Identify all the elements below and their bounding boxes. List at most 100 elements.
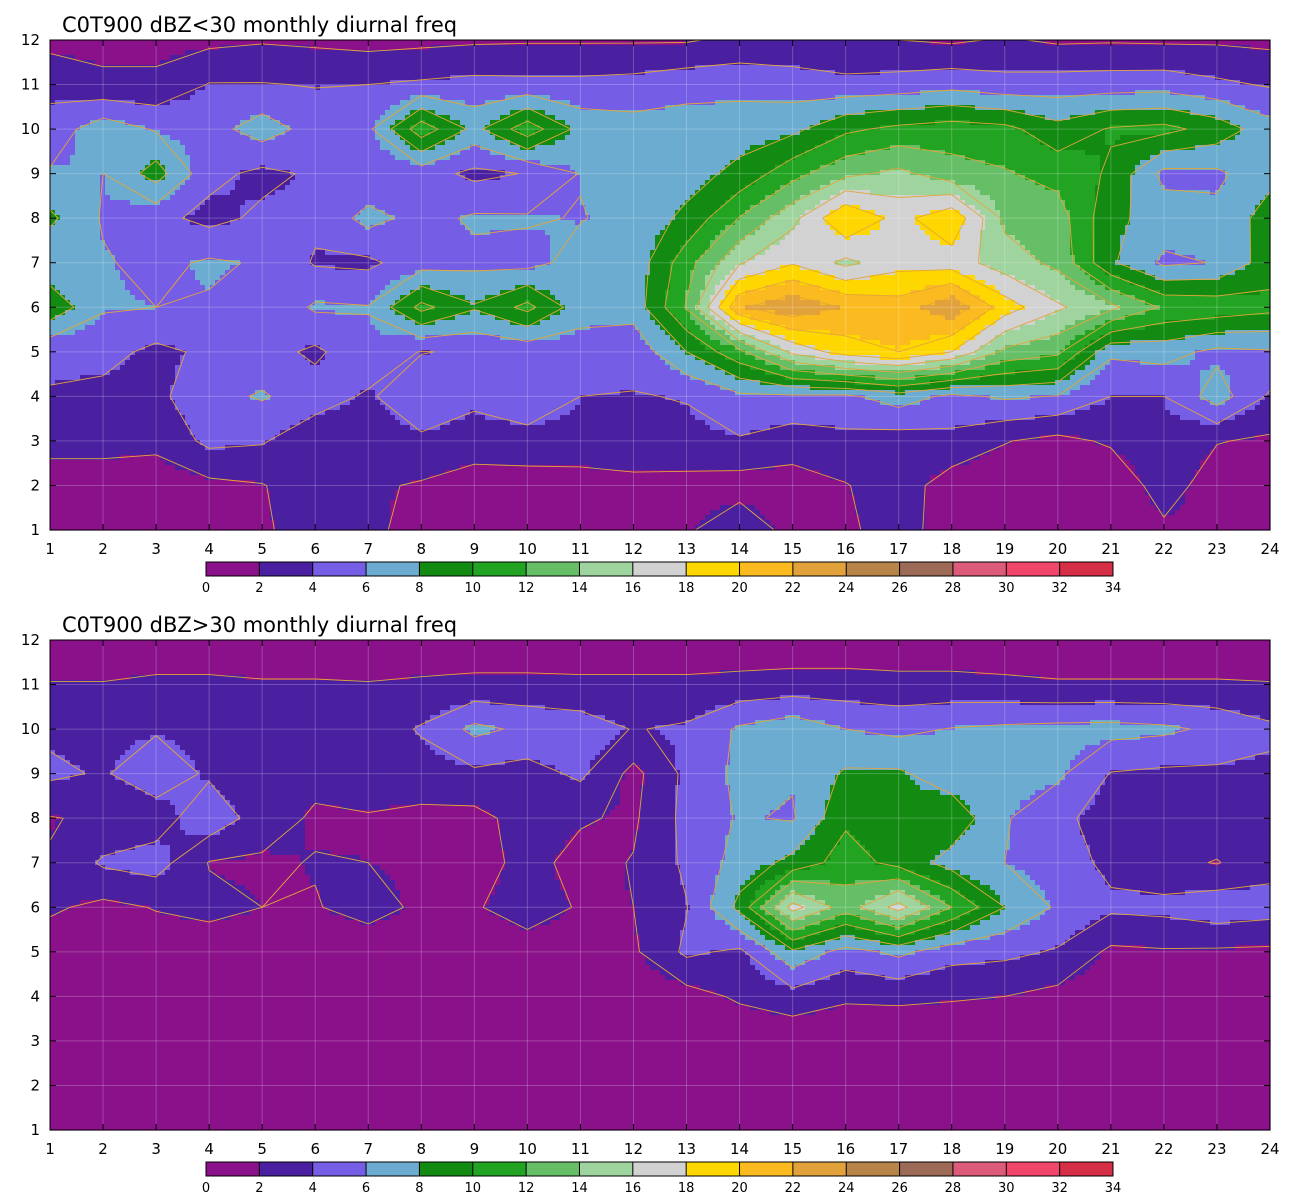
contour-cell [65,120,71,126]
contour-cell [1115,120,1121,126]
contour-cell [1220,105,1226,111]
contour-cell [520,140,526,146]
contour-cell [1150,55,1156,61]
contour-cell [430,60,436,66]
contour-cell [1030,130,1036,136]
contour-cell [970,105,976,111]
contour-cell [1155,90,1161,96]
contour-cell [1170,70,1176,76]
contour-cell [325,45,331,51]
contour-cell [85,115,91,121]
contour-cell [545,95,551,101]
contour-cell [80,135,86,141]
contour-cell [1225,50,1231,56]
contour-cell [920,130,926,136]
contour-cell [1015,105,1021,111]
contour-cell [520,80,526,86]
contour-cell [385,70,391,76]
contour-cell [885,135,891,141]
contour-cell [170,140,176,146]
contour-cell [400,125,406,131]
contour-cell [440,140,446,146]
contour-cell [890,105,896,111]
contour-cell [125,70,131,76]
contour-cell [410,130,416,136]
contour-cell [415,100,421,106]
contour-cell [970,110,976,116]
contour-cell [485,75,491,81]
contour-cell [555,85,561,91]
contour-cell [525,125,531,131]
contour-cell [65,135,71,141]
contour-cell [1230,135,1236,141]
contour-cell [380,40,386,46]
contour-cell [655,110,661,116]
contour-cell [795,100,801,106]
contour-cell [1225,60,1231,66]
contour-cell [255,120,261,126]
contour-cell [880,65,886,71]
contour-cell [60,95,66,101]
contour-cell [215,115,221,121]
contour-cell [350,50,356,56]
contour-cell [1260,120,1266,126]
contour-cell [570,45,576,51]
contour-cell [345,130,351,136]
contour-cell [475,100,481,106]
contour-cell [335,55,341,61]
contour-cell [830,125,836,131]
contour-cell [830,55,836,61]
contour-cell [135,60,141,66]
contour-cell [810,75,816,81]
contour-cell [560,50,566,56]
contour-cell [965,110,971,116]
contour-cell [395,125,401,131]
contour-cell [100,80,106,86]
contour-cell [890,95,896,101]
contour-cell [500,100,506,106]
contour-cell [735,110,741,116]
contour-cell [675,60,681,66]
contour-cell [95,50,101,56]
contour-cell [260,95,266,101]
contour-cell [515,70,521,76]
contour-cell [1020,115,1026,121]
contour-cell [1130,110,1136,116]
contour-cell [110,40,116,46]
contour-cell [415,90,421,96]
contour-cell [780,45,786,51]
contour-cell [140,105,146,111]
contour-cell [925,90,931,96]
contour-cell [630,55,636,61]
contour-cell [335,70,341,76]
contour-cell [955,95,961,101]
contour-cell [565,40,571,46]
contour-cell [175,100,181,106]
contour-cell [550,85,556,91]
contour-cell [605,85,611,91]
contour-cell [80,95,86,101]
contour-cell [160,75,166,81]
contour-cell [440,40,446,46]
contour-cell [700,40,706,46]
contour-cell [960,50,966,56]
contour-cell [405,125,411,131]
contour-cell [280,120,286,126]
contour-cell [465,120,471,126]
contour-cell [360,120,366,126]
contour-cell [225,70,231,76]
contour-cell [300,90,306,96]
contour-cell [1095,130,1101,136]
contour-cell [365,100,371,106]
contour-cell [755,120,761,126]
contour-cell [135,65,141,71]
contour-cell [655,135,661,141]
contour-cell [695,50,701,56]
contour-cell [165,85,171,91]
contour-cell [130,50,136,56]
contour-cell [335,45,341,51]
contour-cell [680,60,686,66]
contour-cell [745,55,751,61]
contour-cell [345,125,351,131]
contour-cell [450,125,456,131]
